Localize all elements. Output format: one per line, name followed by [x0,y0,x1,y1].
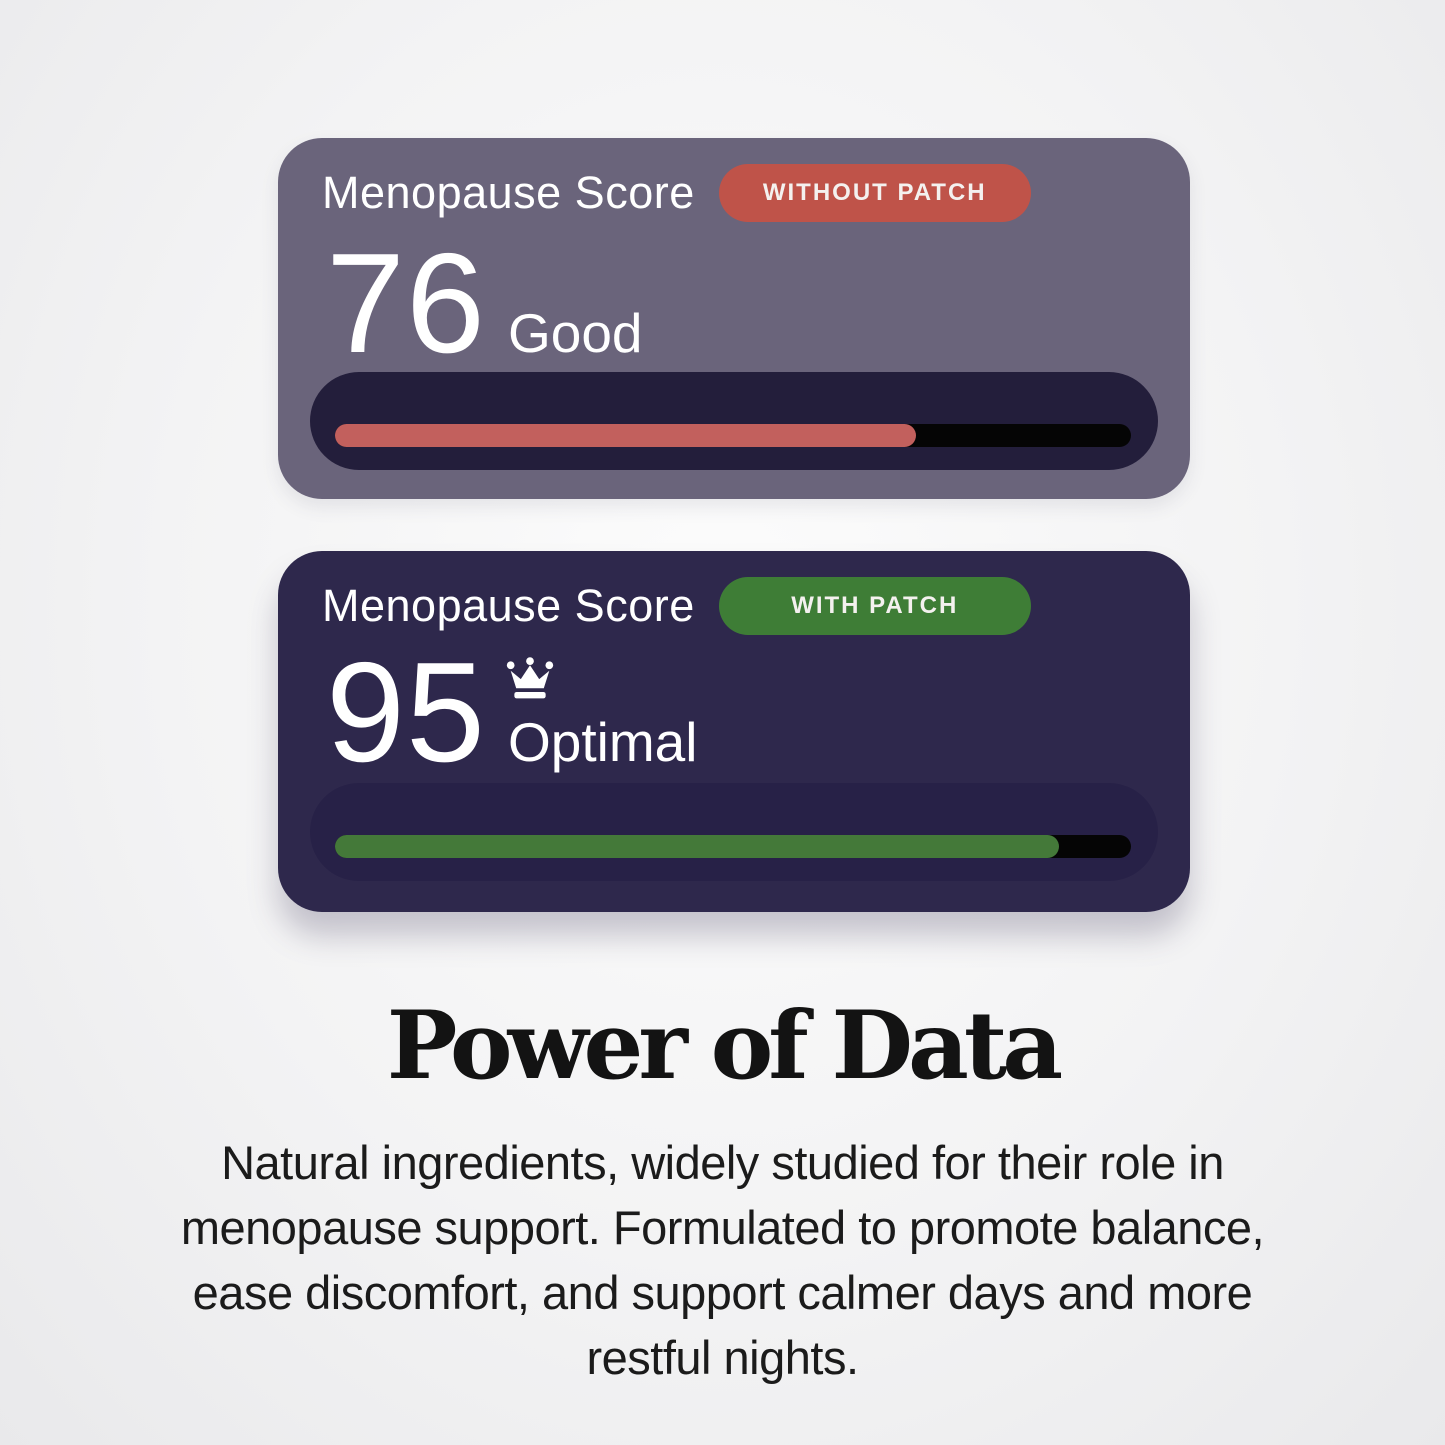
paragraph-line: Natural ingredients, widely studied for … [221,1136,1224,1189]
score-card-without-patch: Menopause Score WITHOUT PATCH 76 Good [278,138,1190,499]
card-title: Menopause Score [322,580,695,631]
score-value: 76 [326,224,486,383]
paragraph-line: ease discomfort, and support calmer days… [192,1266,1253,1319]
card-title: Menopause Score [322,167,695,218]
score-label: Good [507,302,643,364]
paragraph-line: menopause support. Formulated to promote… [180,1201,1265,1254]
progress-fill [335,424,917,447]
card-header: Menopause Score WITHOUT PATCH [322,164,1150,222]
score-row: 76 Good [326,224,643,383]
score-row: 95 Optimal [326,633,698,792]
progress-bar [335,835,1131,858]
progress-bar [335,424,1131,447]
score-card-with-patch: Menopause Score WITH PATCH 95 Optimal [278,551,1190,912]
score-label: Optimal [507,711,698,773]
crown-icon [506,657,554,699]
section-heading: Power of Data [386,991,1063,1101]
with-patch-badge: WITH PATCH [718,577,1031,635]
progress-track-container [310,372,1158,470]
section-paragraph: Natural ingredients, widely studied for … [0,1130,1445,1390]
without-patch-badge: WITHOUT PATCH [718,164,1031,222]
score-value: 95 [326,633,486,792]
paragraph-line: restful nights. [586,1331,859,1384]
progress-track-container [310,783,1158,881]
progress-fill [335,835,1060,858]
card-header: Menopause Score WITH PATCH [322,577,1150,635]
